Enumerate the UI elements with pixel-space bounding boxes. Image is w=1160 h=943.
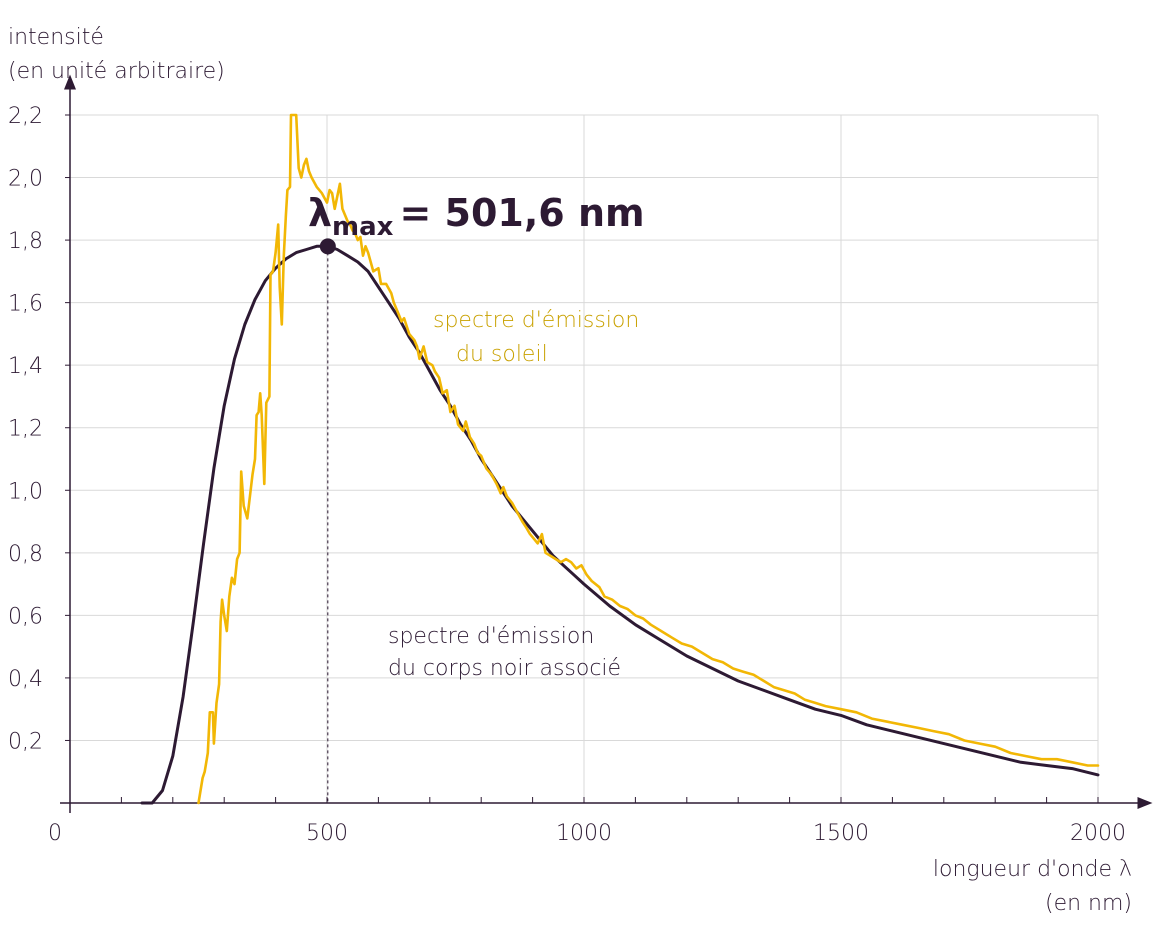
y-tick-label: 1,8 [8,229,43,254]
peak-marker [319,238,336,255]
svg-text:λmax= 501,6 nm: λmax = 501,6 nm [308,191,645,242]
y-tick-label: 1,0 [8,479,43,504]
y-tick-label: 0,2 [8,729,43,754]
y-tick-label: 1,4 [8,354,43,379]
y-tick-labels: 0,2 0,4 0,6 0,8 1,0 1,2 1,4 1,6 1,8 2,0 2,2 [8,104,43,754]
lambda-subscript: max [332,212,394,242]
x-minor-ticks [65,114,1099,803]
sun-series-label-line2: du soleil [456,342,548,367]
lambda-symbol: λ [308,191,332,235]
series-layer [140,113,1100,805]
x-tick-labels: 0 500 1000 1500 2000 [48,821,1126,846]
y-tick-label: 1,6 [8,292,43,317]
x-axis-label-line1: longueur d'onde λ [933,857,1132,882]
y-axis-label-line1: intensité [8,25,104,50]
x-tick-label: 1000 [556,821,612,846]
x-tick-label: 2000 [1070,821,1126,846]
grid [70,114,1099,803]
sun-spectrum-line [197,113,1100,805]
lambda-value: = 501,6 nm [399,191,644,235]
y-tick-label: 0,6 [8,604,43,629]
sun-series-label-line1: spectre d'émission [433,308,639,333]
x-axis-label-line2: (en nm) [1045,891,1132,916]
y-tick-label: 0,8 [8,542,43,567]
y-tick-label: 1,2 [8,417,43,442]
blackbody-spectrum-line [140,244,1100,805]
y-tick-label: 2,2 [8,104,43,129]
y-tick-label: 0,4 [8,667,43,692]
blackbody-series-label-line1: spectre d'émission [388,624,594,649]
lambda-max-annotation: λmax = 501,6 nm [308,191,645,242]
x-tick-label: 500 [306,821,348,846]
x-tick-label: 1500 [813,821,869,846]
y-tick-label: 2,0 [8,167,43,192]
blackbody-series-label-line2: du corps noir associé [388,656,621,681]
x-tick-label: 0 [48,821,62,846]
y-axis-label-line2: (en unité arbitraire) [8,59,225,84]
